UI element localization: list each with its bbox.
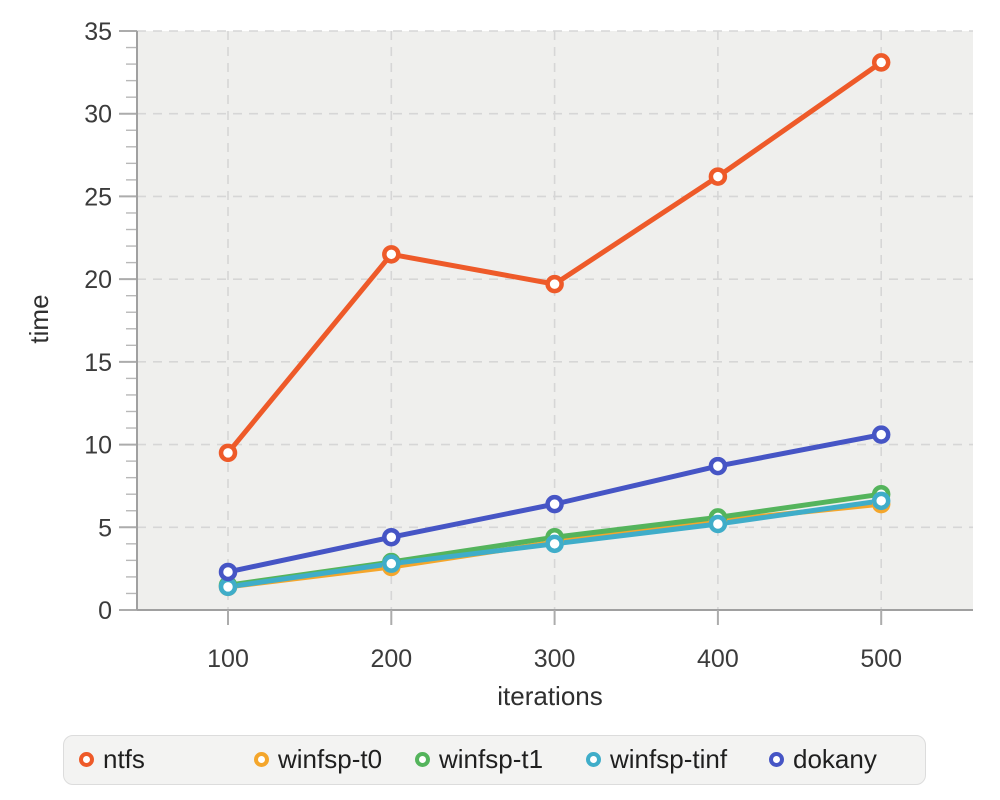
y-tick-label: 0 [98,597,112,625]
x-tick-label: 300 [534,645,576,673]
data-point-ntfs-200 [382,245,401,264]
y-tick-label: 10 [84,432,112,460]
x-axis-title: iterations [497,681,603,711]
legend-item-winfsp-tinf: winfsp-tinf [586,736,727,783]
data-point-ntfs-500 [871,53,891,72]
legend-item-winfsp-t0: winfsp-t0 [254,736,382,783]
data-point-ntfs-300 [545,274,564,294]
legend-marker-winfsp-t0-icon [254,752,269,767]
data-point-dokany-300 [545,494,564,514]
y-tick-label: 5 [98,514,112,542]
data-point-dokany-100 [218,562,238,582]
data-point-winfsp-tinf-200 [382,554,401,573]
data-point-ntfs-100 [218,443,238,463]
legend-marker-winfsp-tinf-icon [586,752,601,767]
data-point-winfsp-tinf-500 [871,491,891,511]
data-point-winfsp-tinf-300 [545,534,564,554]
data-point-dokany-400 [708,456,728,476]
y-tick-label: 25 [84,183,112,211]
legend-label: winfsp-t1 [439,744,544,774]
legend-marker-ntfs-icon [79,752,94,767]
x-tick-label: 500 [860,645,902,673]
y-tick-label: 35 [84,18,112,46]
y-tick-label: 15 [84,349,112,377]
legend-item-ntfs: ntfs [79,736,145,783]
y-axis-title: time [24,294,54,344]
legend-label: winfsp-t0 [278,744,383,774]
x-tick-label: 200 [370,645,412,673]
legend-marker-winfsp-t1-icon [415,752,430,767]
legend-box: ntfs winfsp-t0 winfsp-t1 winfsp-tinf dokany [63,735,926,785]
legend-item-dokany: dokany [769,736,877,783]
legend-marker-dokany-icon [769,752,784,767]
x-tick-label: 400 [697,645,739,673]
data-point-ntfs-400 [708,167,728,186]
y-tick-label: 30 [84,101,112,129]
y-tick-label: 20 [84,266,112,294]
legend-label: ntfs [103,744,145,774]
data-point-winfsp-tinf-400 [708,514,728,534]
legend-label: dokany [793,744,877,774]
x-tick-label: 100 [207,645,249,673]
legend-label: winfsp-tinf [610,744,728,774]
data-point-winfsp-tinf-100 [218,577,238,597]
data-point-dokany-500 [871,425,891,444]
legend-item-winfsp-t1: winfsp-t1 [415,736,543,783]
data-point-dokany-200 [382,527,401,547]
